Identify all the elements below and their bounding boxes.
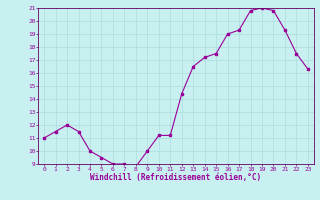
X-axis label: Windchill (Refroidissement éolien,°C): Windchill (Refroidissement éolien,°C) <box>91 173 261 182</box>
